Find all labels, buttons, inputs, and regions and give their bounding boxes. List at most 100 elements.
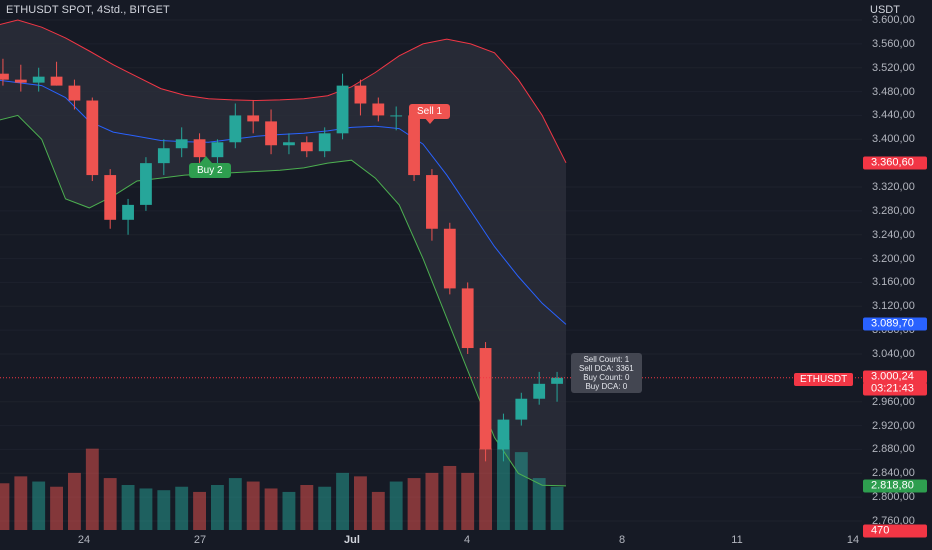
volume-bar [514,452,528,530]
bollinger-band-fill [0,20,566,486]
lower-band-line [0,114,567,487]
upper-band-value-badge: 3.360,60 [863,156,927,170]
time-tick-label: 14 [846,534,860,546]
time-tick-label: Jul [344,534,360,546]
price-tick-label: 3.520,00 [872,61,915,74]
volume-bar [497,440,510,530]
tooltip-sell-dca: Sell DCA: 3361 [579,364,634,373]
price-tick-label: 2.920,00 [872,419,915,432]
candle-body [175,139,188,149]
volume-bar [50,486,63,530]
volume-bar [371,491,385,530]
volume-bar [193,491,206,530]
candle-body [68,85,81,101]
middle-band-value-badge: 3.089,70 [863,317,927,331]
candlesticks [0,58,563,462]
chart-plot-area[interactable]: ETHUSDT SPOT, 4Std., BITGET Sell 1 Buy 2… [0,0,862,530]
candle-body [265,121,277,146]
volume-bar [425,472,439,530]
price-tick-label: 2.880,00 [872,443,915,456]
candle-body [390,115,403,117]
band-area [0,20,566,486]
price-tick-label: 3.280,00 [872,204,915,217]
candle-body [336,85,349,134]
volume-bar [389,481,403,530]
volume-bar [336,472,349,530]
volume-bar [550,486,564,530]
price-tick-label: 3.440,00 [872,109,915,122]
volume-bar [157,490,171,530]
volume-bar [246,481,260,530]
time-tick-label: 4 [463,534,471,546]
price-tick-label: 3.600,00 [872,14,915,26]
dca-info-tooltip: Sell Count: 1 Sell DCA: 3361 Buy Count: … [571,353,642,393]
candle-body [229,115,242,143]
volume-bars [0,440,564,530]
chart-canvas[interactable] [0,0,862,530]
tooltip-buy-count: Buy Count: 0 [583,373,630,382]
price-axis[interactable]: USDT 3.600,00 3.560,00 3.520,00 3.480,00 3.4… [862,0,932,550]
volume-bar [121,485,135,530]
candle-body [104,175,117,220]
price-tick-label: 3.320,00 [872,181,915,193]
candle-body [157,148,170,164]
price-tick-label: 2.760,00 [872,515,915,527]
volume-bar [228,478,242,530]
sell-signal-label: Sell 1 [409,104,451,119]
price-tick-label: 3.200,00 [872,252,915,265]
last-price-badge: 3.000,24 [863,370,927,384]
time-tick-label: 11 [731,534,743,546]
volume-bar [264,488,278,530]
candle-body [86,100,99,176]
candle-body [461,288,474,349]
bar-countdown-badge: 03:21:43 [863,382,927,396]
volume-bar [532,478,546,530]
time-tick-label: 24 [77,534,91,546]
candle-body [32,76,45,83]
volume-bar [85,448,99,530]
volume-bar [211,485,224,530]
upper-band-line [0,19,567,164]
candle-body [0,73,9,80]
candle-body [211,142,224,158]
buy-signal-label: Buy 2 [189,163,231,178]
price-tick-label: 3.040,00 [872,348,915,360]
symbol-title[interactable]: ETHUSDT SPOT, 4Std., BITGET [6,4,170,16]
time-tick-label: 27 [193,534,207,546]
candle-body [247,115,260,122]
volume-bar [354,476,367,530]
candle-body [515,398,528,420]
time-tick-label: 8 [618,534,626,546]
volume-bar [0,483,10,530]
candle-body [140,163,152,205]
price-tick-label: 3.160,00 [872,276,915,289]
volume-bar [68,472,81,530]
price-tick-label: 2.840,00 [872,467,915,480]
price-tick-label: 2.800,00 [872,491,915,504]
lower-band-value-badge: 2.818,80 [863,479,927,493]
volume-bar [407,478,421,530]
candle-body [408,115,420,176]
price-tick-label: 3.400,00 [872,133,915,146]
buy-arrow-icon [200,156,212,163]
price-tick-label: 2.960,00 [872,395,915,408]
candle-body [283,142,295,146]
volume-bar [14,476,28,530]
volume-value-badge: 470 [863,524,927,538]
candle-body [50,76,63,86]
volume-bar [300,485,314,530]
candle-body [551,377,563,384]
symbol-price-tag: ETHUSDT [794,373,854,386]
price-tick-label: 3.120,00 [872,300,915,313]
candle-body [426,175,438,229]
currency-label[interactable]: USDT [870,4,900,16]
candle-body [479,348,492,450]
candle-body [497,419,510,450]
volume-bar [318,486,332,530]
volume-bar [479,448,492,530]
tooltip-sell-count: Sell Count: 1 [583,355,630,364]
volume-bar [139,488,153,530]
volume-bar [443,465,457,530]
candle-body [443,228,456,289]
time-axis[interactable]: 24 27 Jul 4 8 11 14 [0,530,862,550]
